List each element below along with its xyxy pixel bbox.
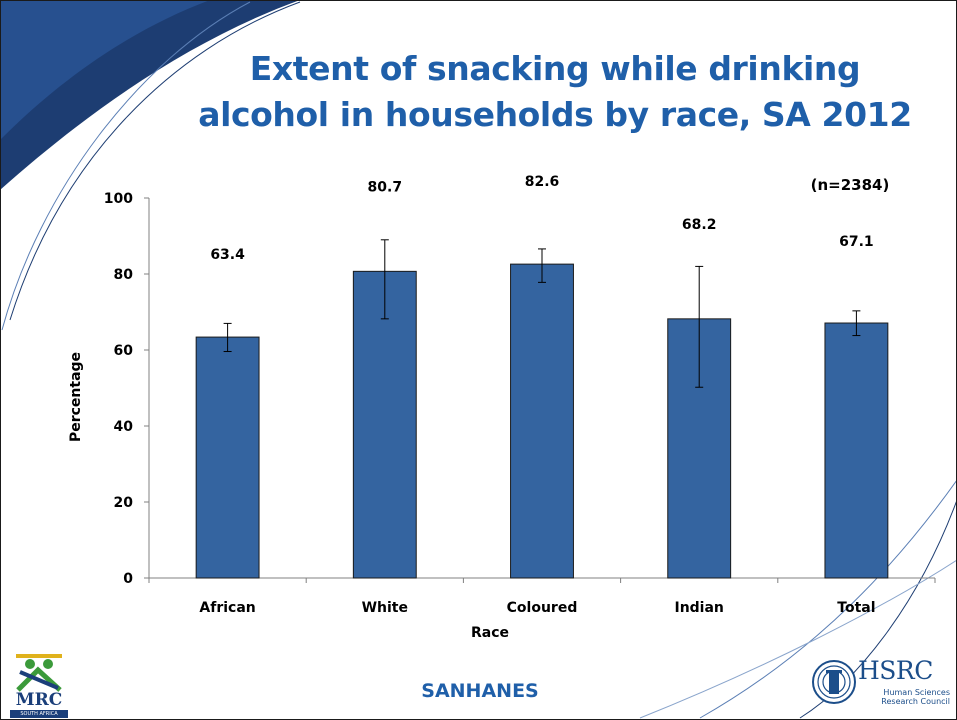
data-label-african: 63.4 [210, 247, 245, 263]
data-label-indian: 68.2 [682, 217, 717, 233]
hsrc-logo: HSRC Human Sciences Research Council [806, 654, 952, 714]
bar-white [352, 270, 417, 579]
data-label-total: 67.1 [839, 234, 874, 250]
x-axis-title: Race [471, 625, 509, 641]
chart-title: Extent of snacking while drinking alcoho… [160, 46, 950, 138]
hsrc-logo-text: HSRC [858, 656, 933, 685]
swoosh-line-1 [9, 1, 301, 321]
mrc-logo-subtext: SOUTH AFRICA [10, 710, 68, 718]
y-axis-title: Percentage [68, 352, 84, 442]
bar-african [195, 336, 260, 579]
hsrc-subtext-line-1: Human Sciences [883, 688, 950, 697]
x-tick-label-indian: Indian [674, 600, 723, 616]
chart-title-line-1: Extent of snacking while drinking [249, 49, 861, 88]
mrc-emblem-icon [16, 654, 62, 692]
corner-swoosh-top-left-highlight [0, 0, 210, 140]
swoosh-line-3 [699, 479, 957, 719]
x-tick-label-white: White [362, 600, 408, 616]
y-tick-label: 100 [104, 191, 133, 207]
y-tick-label: 0 [123, 571, 133, 587]
y-tick-label: 80 [114, 267, 134, 283]
hsrc-logo-subtext: Human Sciences Research Council [866, 688, 950, 706]
plot-area: 0 20 40 60 80 100 63.4 African 80.7 White 82.6 Colo… [104, 174, 936, 616]
footer-source: SANHANES [421, 680, 539, 702]
x-tick-label-total: Total [837, 600, 875, 616]
x-tick-label-coloured: Coloured [507, 600, 578, 616]
y-tick-label: 40 [114, 419, 134, 435]
swoosh-line-4 [799, 499, 957, 719]
chart-title-line-2: alcohol in households by race, SA 2012 [198, 95, 912, 134]
swoosh-line-5 [639, 559, 957, 719]
swoosh-line-2 [1, 1, 251, 331]
mrc-logo: MRC SOUTH AFRICA [8, 652, 70, 718]
bar-total [824, 322, 889, 579]
sample-size-note: (n=2384) [810, 176, 890, 194]
mrc-logo-text: MRC [15, 690, 63, 710]
bar-coloured [510, 263, 574, 579]
hsrc-emblem-icon [812, 660, 856, 704]
hsrc-subtext-line-2: Research Council [881, 697, 950, 706]
y-tick-label: 60 [114, 343, 134, 359]
data-label-white: 80.7 [368, 179, 403, 195]
y-tick-label: 20 [114, 495, 134, 511]
x-tick-label-african: African [199, 600, 255, 616]
data-label-coloured: 82.6 [525, 174, 560, 190]
